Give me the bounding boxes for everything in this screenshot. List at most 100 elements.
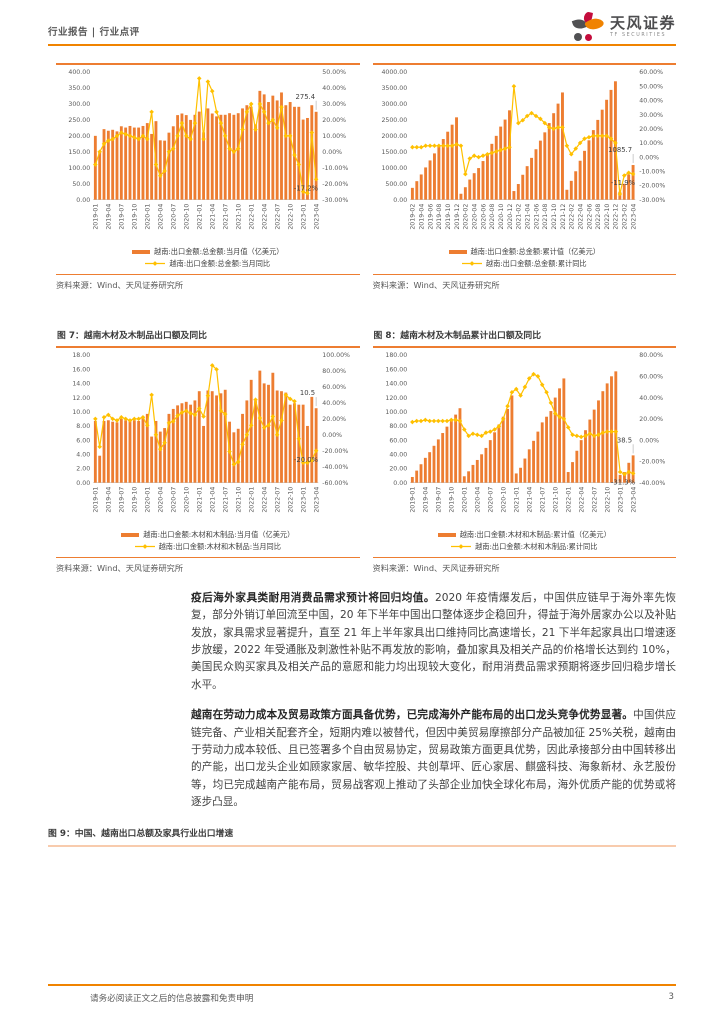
svg-text:2022-01: 2022-01: [565, 487, 572, 513]
paragraph-lead-bold: 疫后海外家具类耐用消费品需求预计将回归均值。: [191, 591, 435, 604]
svg-text:2023-02: 2023-02: [621, 204, 628, 230]
svg-text:2019-04: 2019-04: [418, 204, 425, 230]
svg-text:2020-04: 2020-04: [471, 204, 478, 230]
logo-en: TF SECURITIES: [609, 33, 667, 38]
svg-text:2019-01: 2019-01: [93, 204, 100, 230]
footer-rule: [48, 984, 676, 986]
source-note: 资料来源：Wind、天风证券研究所: [372, 562, 500, 573]
svg-text:2022-10: 2022-10: [603, 204, 610, 230]
svg-text:2020-01: 2020-01: [145, 204, 152, 230]
svg-text:2021-10: 2021-10: [550, 204, 557, 230]
svg-text:2023-01: 2023-01: [617, 487, 624, 513]
svg-text:2.00: 2.00: [76, 466, 90, 473]
svg-text:-60.00%: -60.00%: [322, 480, 348, 487]
legend-bar-label: 越南:出口金额:木材和木制品:当月值（亿美元）: [143, 529, 295, 539]
svg-text:0.00%: 0.00%: [322, 149, 342, 156]
svg-text:2020-04: 2020-04: [158, 204, 165, 230]
svg-text:2022-12: 2022-12: [612, 204, 619, 230]
logo-cn: 天风证券: [609, 14, 676, 32]
svg-text:2020-07: 2020-07: [487, 487, 494, 513]
line-swatch-icon: [451, 544, 472, 550]
svg-text:2022-10: 2022-10: [287, 487, 294, 513]
svg-text:2022-07: 2022-07: [591, 487, 598, 513]
svg-text:20.00%: 20.00%: [639, 416, 663, 423]
svg-text:-10.00%: -10.00%: [322, 165, 348, 172]
svg-text:2021-04: 2021-04: [526, 487, 533, 513]
svg-text:6.00: 6.00: [76, 437, 90, 444]
chart-vietnam-wood-export-monthly: 0.00 2.00 4.00 6.00 8.00 10.00 12.00 14.00 16.00…: [56, 348, 360, 529]
chart-legend: 越南:出口金额:木材和木制品:累计值（亿美元） 越南:出口金额:木材和木制品:累计…: [373, 530, 677, 552]
svg-text:2022-01: 2022-01: [249, 204, 256, 230]
svg-text:140.00: 140.00: [385, 380, 407, 387]
svg-text:20.00%: 20.00%: [322, 416, 346, 423]
svg-text:2020-02: 2020-02: [462, 204, 469, 230]
svg-text:2019-04: 2019-04: [106, 204, 113, 230]
legend-bar-series: 越南:出口金额:总金额:当月值（亿美元）: [132, 247, 283, 257]
legend-bar-label: 越南:出口金额:总金额:累计值（亿美元）: [470, 246, 600, 256]
svg-text:2023-04: 2023-04: [313, 204, 320, 230]
svg-text:60.00%: 60.00%: [639, 69, 663, 76]
chart-vietnam-total-export-monthly: 0.00 50.00 100.00 150.00 200.00 250.00 300.00 3…: [56, 65, 360, 246]
svg-text:120.00: 120.00: [385, 395, 407, 402]
svg-text:2023-01: 2023-01: [300, 487, 307, 513]
svg-text:2022-06: 2022-06: [586, 204, 593, 230]
svg-text:-11.9%: -11.9%: [610, 179, 635, 187]
page-footer: 请务必阅读正文之后的信息披露和免责申明 3: [48, 984, 676, 1004]
svg-text:2021-02: 2021-02: [515, 204, 522, 230]
svg-text:400.00: 400.00: [68, 69, 90, 76]
legend-line-series: 越南:出口金额:总金额:当月同比: [145, 259, 270, 269]
svg-text:2500.00: 2500.00: [381, 117, 407, 124]
figure-panel-total-cumulative: 0.00 500.00 1000.00 1500.00 2000.00 2500.00 30…: [372, 63, 676, 291]
figure-panel-total-monthly: 0.00 50.00 100.00 150.00 200.00 250.00 300.00 3…: [56, 63, 360, 291]
svg-text:1085.7: 1085.7: [608, 146, 632, 154]
breadcrumb: 行业报告 | 行业点评: [48, 27, 140, 38]
svg-text:1500.00: 1500.00: [381, 149, 407, 156]
legend-bar-series: 越南:出口金额:木材和木制品:累计值（亿美元）: [437, 529, 611, 540]
source-note: 资料来源：Wind、天风证券研究所: [56, 279, 184, 290]
svg-text:2020-04: 2020-04: [474, 487, 481, 513]
svg-text:80.00%: 80.00%: [639, 352, 663, 359]
svg-text:100.00%: 100.00%: [322, 352, 350, 359]
svg-text:2022-01: 2022-01: [249, 487, 256, 513]
svg-text:0.00: 0.00: [393, 480, 407, 487]
bar-swatch-icon: [437, 532, 456, 537]
svg-text:80.00%: 80.00%: [322, 368, 346, 375]
svg-text:2021-01: 2021-01: [513, 487, 520, 513]
svg-text:2023-01: 2023-01: [300, 204, 307, 230]
svg-text:2020-06: 2020-06: [480, 204, 487, 230]
svg-text:-30.00%: -30.00%: [639, 197, 665, 204]
svg-text:0.00: 0.00: [76, 480, 90, 487]
svg-text:2021-10: 2021-10: [236, 204, 243, 230]
tf-securities-logo: 天风证券 TF SECURITIES: [571, 11, 676, 42]
svg-text:2020-10: 2020-10: [184, 487, 191, 513]
svg-text:500.00: 500.00: [385, 181, 407, 188]
svg-text:2021-10: 2021-10: [552, 487, 559, 513]
svg-text:2019-08: 2019-08: [436, 204, 443, 230]
svg-text:2019-07: 2019-07: [435, 487, 442, 513]
legend-bar-series: 越南:出口金额:木材和木制品:当月值（亿美元）: [121, 530, 294, 540]
svg-text:2022-08: 2022-08: [595, 204, 602, 230]
svg-text:20.00%: 20.00%: [639, 126, 663, 133]
svg-text:150.00: 150.00: [68, 149, 90, 156]
svg-text:2022-07: 2022-07: [274, 204, 281, 230]
svg-text:275.4: 275.4: [296, 93, 316, 101]
chart-legend: 越南:出口金额:木材和木制品:当月值（亿美元） 越南:出口金额:木材和木制品:当月…: [56, 530, 360, 552]
svg-text:2023-04: 2023-04: [630, 487, 637, 513]
figure-9-title: 图 9：中国、越南出口总额及家具行业出口增速: [48, 828, 234, 839]
legend-bar-label: 越南:出口金额:木材和木制品:累计值（亿美元）: [459, 529, 611, 539]
paragraph-vietnam-advantage: 越南在劳动力成本及贸易政策方面具备优势，已完成海外产能布局的出口龙头竞争优势显著…: [191, 707, 676, 811]
svg-text:-17.2%: -17.2%: [294, 184, 319, 192]
figure-bottomline: [372, 556, 676, 558]
source-note: 资料来源：Wind、天风证券研究所: [56, 562, 184, 573]
svg-text:2019-10: 2019-10: [445, 204, 452, 230]
svg-text:10.00: 10.00: [72, 409, 90, 416]
figure-bottomline: [56, 556, 360, 558]
figure-9-header: 图 9：中国、越南出口总额及家具行业出口增速: [48, 826, 676, 847]
svg-text:0.00: 0.00: [76, 197, 90, 204]
svg-text:2021-07: 2021-07: [223, 487, 230, 513]
svg-text:2022-04: 2022-04: [261, 204, 268, 230]
svg-text:350.00: 350.00: [68, 85, 90, 92]
svg-text:2019-10: 2019-10: [132, 204, 139, 230]
logo-dot-gray-icon: [573, 33, 582, 41]
